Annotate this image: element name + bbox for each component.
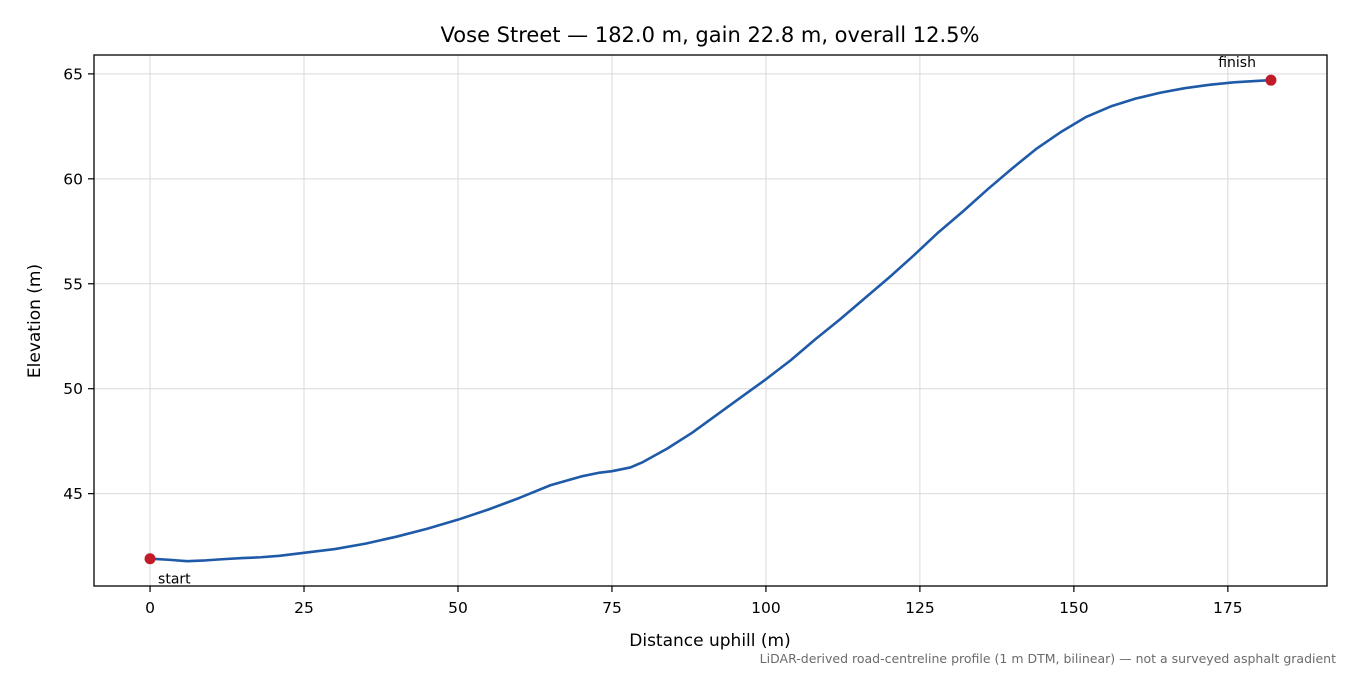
chart-title: Vose Street — 182.0 m, gain 22.8 m, over… [441,23,980,47]
elevation-profile-line [148,78,1273,563]
endpoint-markers [144,74,1277,565]
x-tick-label: 125 [905,599,935,617]
y-tick-label: 60 [63,170,83,188]
footnote: LiDAR-derived road-centreline profile (1… [759,651,1336,666]
finish-annotation: finish [1218,55,1256,71]
x-tick-label: 0 [145,599,155,617]
x-axis-label: Distance uphill (m) [629,631,790,651]
x-tick-label: 150 [1059,599,1089,617]
start-marker [144,553,156,565]
start-annotation: start [158,572,191,588]
y-tick-label: 45 [63,485,83,503]
x-tick-label: 50 [448,599,468,617]
axis-ticks: 0 25 50 75 100 125 150 175 45 50 55 60 65 [63,65,1242,617]
x-tick-label: 75 [602,599,622,617]
finish-marker [1265,74,1277,86]
grid [94,55,1327,586]
y-tick-label: 55 [63,275,83,293]
y-tick-label: 65 [63,65,83,83]
x-tick-label: 100 [751,599,781,617]
plot-frame [93,54,1328,587]
y-axis-label: Elevation (m) [25,264,45,378]
x-tick-label: 25 [294,599,314,617]
x-tick-label: 175 [1213,599,1243,617]
y-tick-label: 50 [63,380,83,398]
